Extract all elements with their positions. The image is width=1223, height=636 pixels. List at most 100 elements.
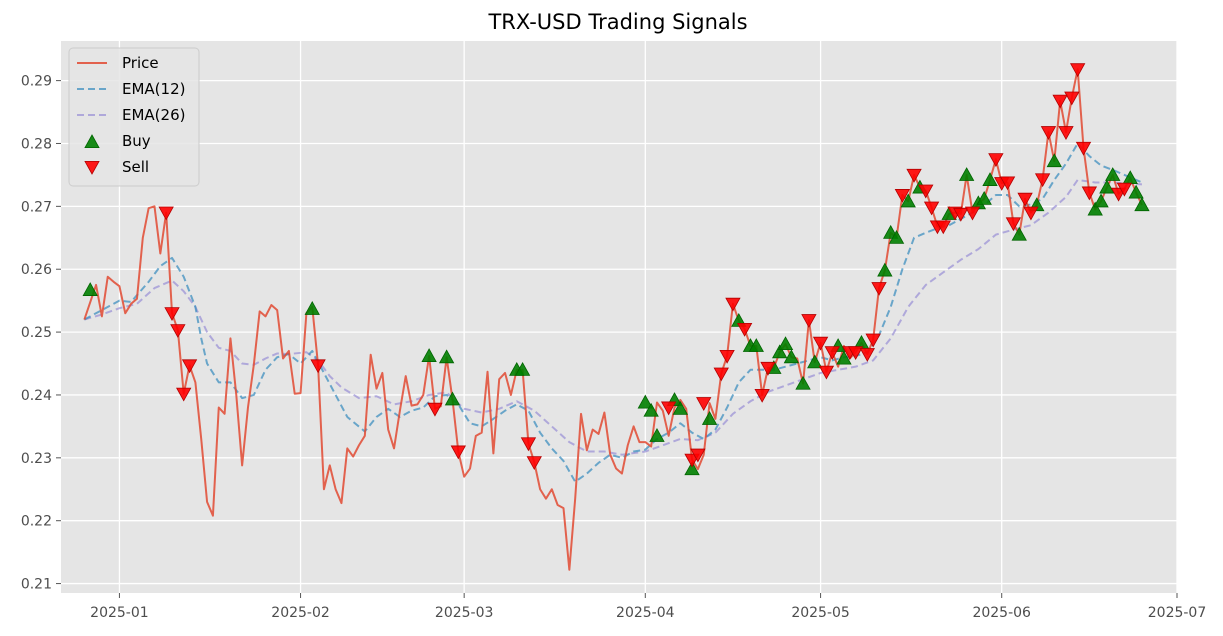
buy-marker bbox=[1087, 201, 1103, 216]
sell-marker bbox=[1075, 141, 1092, 156]
buy-marker bbox=[438, 349, 455, 364]
y-tick-label: 0.25 bbox=[21, 325, 52, 341]
x-tick-label: 2025-01 bbox=[90, 605, 149, 621]
sell-marker bbox=[690, 448, 706, 463]
buy-marker bbox=[836, 350, 852, 365]
buy-marker bbox=[637, 394, 653, 409]
buy-marker bbox=[1093, 193, 1109, 208]
x-tick-label: 2025-02 bbox=[271, 605, 330, 621]
buy-marker bbox=[421, 348, 437, 362]
sell-marker bbox=[818, 365, 835, 380]
buy-marker bbox=[684, 461, 700, 476]
sell-marker bbox=[824, 346, 840, 361]
buy-marker bbox=[1099, 179, 1115, 194]
sell-marker bbox=[427, 402, 443, 417]
sell-marker bbox=[450, 445, 466, 460]
buy-marker bbox=[1046, 153, 1062, 168]
sell-marker bbox=[310, 359, 326, 374]
buy-marker bbox=[877, 262, 893, 277]
x-tick-label: 2025-07 bbox=[1148, 605, 1207, 621]
buy-marker bbox=[888, 229, 905, 244]
sell-marker bbox=[713, 367, 729, 382]
ema26-line bbox=[84, 178, 1143, 456]
buy-marker bbox=[772, 344, 788, 359]
sell-marker bbox=[176, 387, 192, 402]
buy-marker bbox=[807, 354, 823, 369]
buy-marker bbox=[304, 301, 320, 315]
sell-marker bbox=[812, 336, 829, 351]
sell-marker bbox=[660, 401, 677, 416]
sell-marker bbox=[871, 282, 887, 296]
y-tick-label: 0.29 bbox=[21, 74, 52, 90]
y-tick-label: 0.23 bbox=[21, 451, 52, 467]
sell-marker bbox=[859, 348, 876, 362]
sell-marker bbox=[170, 324, 186, 339]
legend-label: EMA(12) bbox=[122, 80, 185, 98]
chart-title: TRX-USD Trading Signals bbox=[487, 10, 747, 34]
sell-marker bbox=[164, 307, 180, 322]
sell-marker bbox=[158, 206, 174, 221]
sell-marker bbox=[1081, 186, 1098, 201]
y-tick-label: 0.26 bbox=[21, 262, 52, 278]
buy-marker bbox=[444, 391, 461, 406]
sell-marker bbox=[736, 322, 753, 337]
signal-markers bbox=[82, 63, 1150, 476]
sell-marker bbox=[181, 359, 198, 374]
axis-ticks: 2025-01 2025-02 2025-03 2025-04 2025-05 2025-… bbox=[21, 74, 1206, 621]
plot-area bbox=[61, 41, 1177, 593]
legend-swatch-sell bbox=[84, 161, 100, 175]
sell-marker bbox=[719, 349, 735, 364]
sell-marker bbox=[1005, 217, 1022, 232]
sell-marker bbox=[964, 206, 981, 221]
buy-marker bbox=[777, 336, 794, 351]
sell-marker bbox=[894, 189, 911, 203]
sell-marker bbox=[1064, 91, 1080, 106]
y-tick-label: 0.21 bbox=[21, 577, 52, 593]
buy-marker bbox=[783, 349, 800, 364]
sell-marker bbox=[801, 314, 817, 328]
x-tick-label: 2025-05 bbox=[791, 605, 850, 621]
x-tick-label: 2025-06 bbox=[972, 605, 1031, 621]
sell-marker bbox=[526, 456, 542, 471]
y-tick-label: 0.22 bbox=[21, 514, 52, 530]
legend: Price EMA(12) EMA(26) Buy Sell bbox=[68, 47, 200, 187]
sell-marker bbox=[847, 346, 864, 361]
sell-marker bbox=[1116, 182, 1133, 197]
legend-box bbox=[68, 47, 200, 187]
sell-marker bbox=[1058, 126, 1074, 140]
sell-marker bbox=[1052, 94, 1068, 109]
sell-marker bbox=[725, 297, 741, 312]
buy-marker bbox=[1128, 184, 1144, 199]
legend-label: Price bbox=[122, 54, 159, 72]
buy-marker bbox=[976, 190, 992, 205]
sell-marker bbox=[1034, 173, 1051, 188]
sell-marker bbox=[988, 153, 1004, 168]
sell-marker bbox=[906, 168, 922, 183]
legend-label: Sell bbox=[122, 158, 149, 176]
sell-marker bbox=[935, 220, 951, 235]
buy-marker bbox=[82, 282, 98, 296]
sell-marker bbox=[1017, 192, 1033, 207]
legend-swatch-buy bbox=[84, 134, 100, 148]
sell-marker bbox=[760, 361, 776, 376]
buy-marker bbox=[672, 400, 689, 415]
buy-marker bbox=[1011, 226, 1027, 241]
buy-marker bbox=[958, 167, 975, 181]
sell-marker bbox=[696, 397, 712, 411]
y-tick-label: 0.28 bbox=[21, 136, 52, 152]
buy-marker bbox=[643, 402, 659, 417]
sell-marker bbox=[865, 333, 881, 348]
legend-label: EMA(26) bbox=[122, 106, 185, 124]
legend-label: Buy bbox=[122, 132, 151, 150]
buy-marker bbox=[649, 428, 665, 442]
buy-marker bbox=[748, 338, 764, 352]
sell-marker bbox=[520, 437, 537, 452]
sell-marker bbox=[1040, 126, 1057, 140]
sell-marker bbox=[754, 388, 770, 403]
y-tick-label: 0.24 bbox=[21, 388, 52, 404]
sell-marker bbox=[999, 176, 1016, 191]
buy-marker bbox=[982, 172, 998, 186]
buy-marker bbox=[701, 411, 718, 425]
buy-marker bbox=[514, 361, 531, 376]
